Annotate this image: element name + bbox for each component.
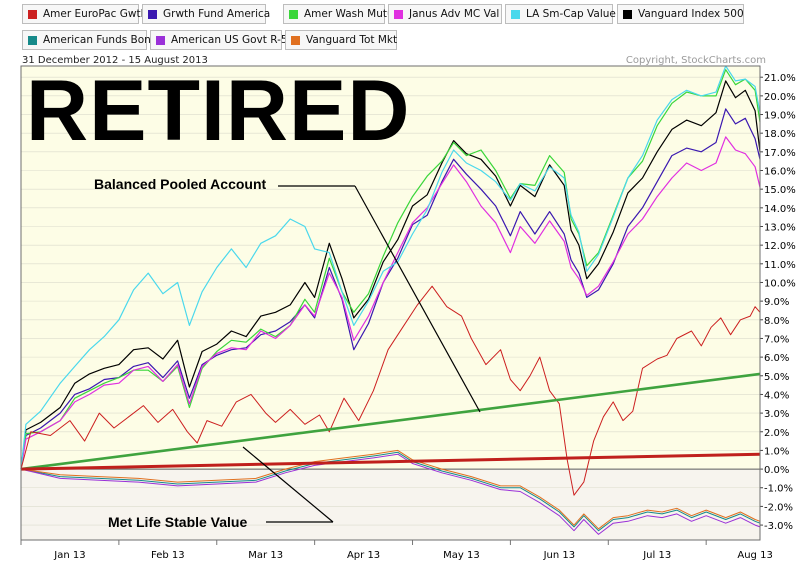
legend-swatch <box>291 35 300 45</box>
y-tick-label: 9.0% <box>764 297 789 308</box>
date-range-label: 31 December 2012 - 15 August 2013 <box>22 55 208 66</box>
legend-swatch <box>289 9 298 19</box>
legend-swatch <box>156 35 165 45</box>
legend-label: Amer Wash Mutual <box>304 8 403 20</box>
legend-item: Vanguard Tot Mkt <box>285 30 397 50</box>
y-tick-label: 1.0% <box>764 446 789 457</box>
legend-swatch <box>28 9 37 19</box>
y-tick-label: 12.0% <box>764 241 796 252</box>
series-line <box>20 453 761 535</box>
x-tick-label: Feb 13 <box>151 550 185 561</box>
x-tick-label: Jan 13 <box>53 550 85 561</box>
legend-item: American Funds Bond <box>22 30 158 50</box>
series-line <box>20 451 761 532</box>
y-tick-label: 15.0% <box>764 185 796 196</box>
legend-label: LA Sm-Cap Value <box>526 8 616 20</box>
legend-item: Amer Wash Mutual <box>283 4 403 24</box>
retired-overlay-text: RETIRED <box>26 63 411 159</box>
y-tick-label: -1.0% <box>764 484 793 495</box>
x-tick-label: May 13 <box>443 550 480 561</box>
series-line <box>20 452 761 471</box>
series-line <box>20 65 761 470</box>
y-tick-label: -2.0% <box>764 502 793 513</box>
legend-swatch <box>511 9 520 19</box>
y-tick-label: 0.0% <box>764 465 789 476</box>
series-line <box>20 80 761 470</box>
legend-item: LA Sm-Cap Value <box>505 4 616 24</box>
series-line <box>20 372 761 471</box>
y-tick-label: 11.0% <box>764 260 796 271</box>
chart-legend: Amer EuroPac Gwth Grwth Fund America Amer … <box>2 2 802 52</box>
balanced-leader-diagonal <box>354 185 481 413</box>
legend-swatch <box>28 35 37 45</box>
x-tick-label: Aug 13 <box>737 550 772 561</box>
legend-label: Amer EuroPac Gwth <box>43 8 148 20</box>
series-line <box>20 285 761 496</box>
balanced-pooled-annotation: Balanced Pooled Account <box>94 176 267 192</box>
y-tick-label: 8.0% <box>764 316 789 327</box>
x-tick-label: Jun 13 <box>543 550 576 561</box>
legend-label: Janus Adv MC Val <box>409 8 500 20</box>
series-line <box>20 136 761 470</box>
y-tick-label: 16.0% <box>764 167 796 178</box>
y-tick-label: -3.0% <box>764 521 793 532</box>
series-line <box>20 108 761 470</box>
x-tick-label: Jul 13 <box>642 550 671 561</box>
y-tick-label: 19.0% <box>764 111 796 122</box>
y-tick-label: 20.0% <box>764 92 796 103</box>
legend-swatch <box>148 9 157 19</box>
y-tick-label: 13.0% <box>764 222 796 233</box>
legend-item: Vanguard Index 500 <box>617 4 744 24</box>
y-tick-label: 18.0% <box>764 129 796 140</box>
metlife-leader-diagonal <box>242 446 334 523</box>
legend-label: American US Govt R-5 <box>171 34 288 46</box>
legend-item: Grwth Fund America <box>142 4 270 24</box>
legend-label: Vanguard Index 500 <box>638 8 744 20</box>
y-tick-label: 21.0% <box>764 73 796 84</box>
legend-item: Amer EuroPac Gwth <box>22 4 147 24</box>
legend-swatch <box>623 9 632 19</box>
legend-item: American US Govt R-5 <box>150 30 288 50</box>
y-tick-label: 5.0% <box>764 372 789 383</box>
legend-label: Vanguard Tot Mkt <box>306 34 398 46</box>
legend-swatch <box>394 9 403 19</box>
met-life-annotation: Met Life Stable Value <box>108 514 248 530</box>
y-tick-label: 14.0% <box>764 204 796 215</box>
y-tick-label: 3.0% <box>764 409 789 420</box>
x-tick-label: Apr 13 <box>347 550 380 561</box>
series-line <box>20 449 761 530</box>
legend-label: American Funds Bond <box>43 34 158 46</box>
plot-frame <box>20 65 761 541</box>
y-tick-label: 7.0% <box>764 334 789 345</box>
y-tick-label: 17.0% <box>764 148 796 159</box>
copyright-label: Copyright, StockCharts.com <box>625 55 766 66</box>
series-line <box>20 69 761 470</box>
y-tick-label: 6.0% <box>764 353 789 364</box>
y-tick-label: 10.0% <box>764 278 796 289</box>
x-tick-label: Mar 13 <box>248 550 283 561</box>
legend-label: Grwth Fund America <box>163 8 271 20</box>
legend-item: Janus Adv MC Val <box>388 4 502 24</box>
y-tick-label: 2.0% <box>764 428 789 439</box>
y-tick-label: 4.0% <box>764 390 789 401</box>
